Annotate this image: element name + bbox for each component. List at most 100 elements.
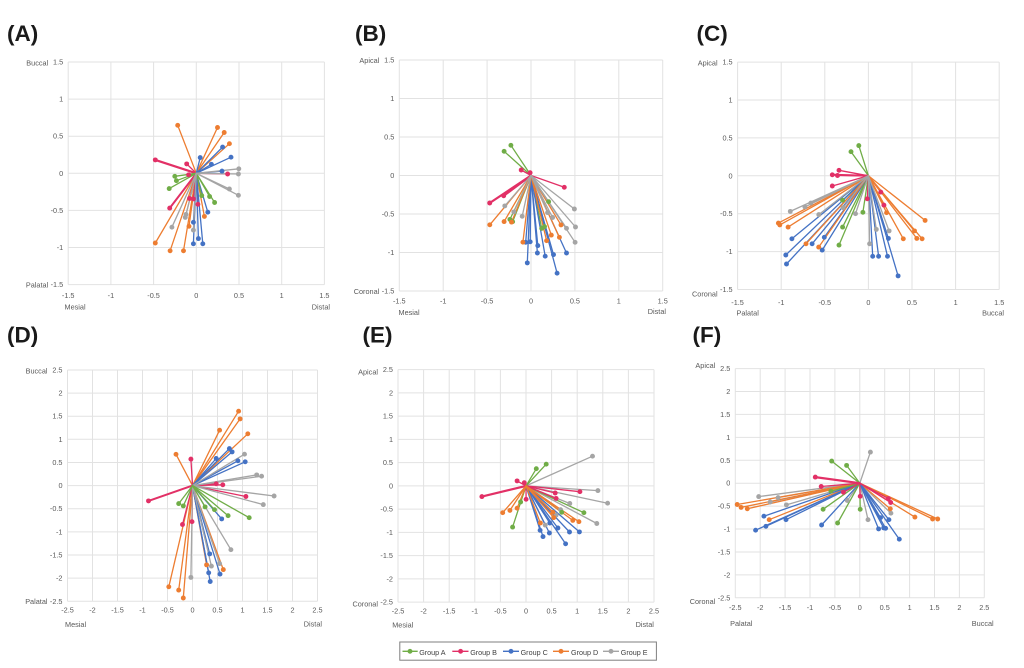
svg-text:Coronal: Coronal [692,290,718,299]
svg-text:0: 0 [58,481,62,490]
svg-text:Apical: Apical [358,368,378,377]
svg-text:0: 0 [390,171,394,180]
svg-text:-1: -1 [472,607,479,616]
svg-text:Mesial: Mesial [399,308,420,317]
svg-text:0.5: 0.5 [383,458,393,467]
svg-text:2: 2 [389,388,393,397]
svg-text:-0.5: -0.5 [819,298,832,307]
svg-text:-0.5: -0.5 [829,603,842,612]
svg-text:1.5: 1.5 [383,412,393,421]
svg-text:0.5: 0.5 [722,133,732,142]
svg-text:-1: -1 [108,291,115,300]
svg-text:-1.5: -1.5 [731,298,744,307]
svg-text:-0.5: -0.5 [147,291,160,300]
svg-text:1: 1 [240,606,244,615]
svg-text:-0.5: -0.5 [481,297,494,306]
svg-text:0.5: 0.5 [570,297,580,306]
svg-text:Buccal: Buccal [972,619,994,628]
svg-text:Buccal: Buccal [982,309,1004,318]
svg-text:Group A: Group A [419,648,446,657]
svg-text:1.5: 1.5 [994,298,1004,307]
svg-text:1: 1 [954,298,958,307]
svg-text:-0.5: -0.5 [382,210,395,219]
svg-text:2: 2 [626,607,630,616]
svg-text:0: 0 [59,169,63,178]
svg-text:-0.5: -0.5 [380,505,393,514]
svg-text:-1.5: -1.5 [50,551,63,560]
svg-text:Distal: Distal [648,307,667,316]
svg-text:2.5: 2.5 [312,606,322,615]
svg-text:-2.5: -2.5 [50,597,63,606]
svg-text:0.5: 0.5 [720,456,730,465]
svg-text:0: 0 [389,481,393,490]
svg-text:Coronal: Coronal [354,287,380,296]
svg-text:(B): (B) [355,21,386,46]
svg-text:1: 1 [280,291,284,300]
svg-text:-1: -1 [387,528,394,537]
svg-text:Coronal: Coronal [352,600,378,609]
svg-text:Palatal: Palatal [737,309,760,318]
svg-text:2: 2 [58,389,62,398]
svg-text:Distal: Distal [636,620,655,629]
svg-text:2.5: 2.5 [383,365,393,374]
svg-text:-1: -1 [778,298,785,307]
svg-text:0: 0 [190,606,194,615]
svg-text:-1: -1 [807,603,814,612]
svg-text:-1.5: -1.5 [720,285,733,294]
svg-text:-1.5: -1.5 [51,280,64,289]
svg-text:-2: -2 [420,607,427,616]
svg-text:Buccal: Buccal [26,59,48,68]
svg-text:Group D: Group D [571,648,598,657]
svg-text:0: 0 [524,607,528,616]
svg-text:-1.5: -1.5 [443,607,456,616]
svg-text:0: 0 [194,291,198,300]
svg-text:0.5: 0.5 [52,458,62,467]
svg-text:-1.5: -1.5 [111,606,124,615]
svg-text:-2: -2 [89,606,96,615]
svg-text:2.5: 2.5 [720,364,730,373]
svg-text:Buccal: Buccal [26,367,48,376]
svg-text:-2: -2 [724,570,731,579]
svg-text:Distal: Distal [304,620,323,629]
svg-text:1: 1 [617,297,621,306]
svg-text:Group C: Group C [521,648,548,657]
svg-text:0.5: 0.5 [880,603,890,612]
svg-text:1.5: 1.5 [722,58,732,67]
svg-text:-2.5: -2.5 [380,598,393,607]
svg-text:1.5: 1.5 [929,603,939,612]
svg-text:Distal: Distal [312,303,331,312]
svg-text:1: 1 [575,607,579,616]
svg-text:1.5: 1.5 [598,607,608,616]
svg-text:-1.5: -1.5 [393,297,406,306]
svg-text:0: 0 [529,297,533,306]
svg-text:(E): (E) [363,323,393,348]
svg-text:-0.5: -0.5 [718,502,731,511]
svg-text:-2.5: -2.5 [718,593,731,602]
svg-text:-0.5: -0.5 [494,607,507,616]
svg-text:0.5: 0.5 [53,132,63,141]
svg-text:2.5: 2.5 [979,603,989,612]
svg-text:Coronal: Coronal [690,597,716,606]
svg-text:1.5: 1.5 [658,297,668,306]
svg-text:1.5: 1.5 [53,58,63,67]
svg-text:1: 1 [729,96,733,105]
svg-text:2.5: 2.5 [649,607,659,616]
svg-text:Mesial: Mesial [65,620,86,629]
svg-text:-0.5: -0.5 [51,206,64,215]
svg-text:-1: -1 [57,243,64,252]
svg-text:Palatal: Palatal [25,597,48,606]
svg-text:-2: -2 [56,574,63,583]
svg-text:2.5: 2.5 [52,366,62,375]
svg-text:-1: -1 [726,247,733,256]
svg-text:-1: -1 [724,525,731,534]
svg-text:1.5: 1.5 [52,412,62,421]
svg-text:Mesial: Mesial [392,621,413,630]
svg-text:(C): (C) [697,21,728,46]
svg-text:(F): (F) [693,323,722,348]
svg-text:Palatal: Palatal [26,281,49,290]
svg-text:-1: -1 [139,606,146,615]
svg-text:(D): (D) [7,323,38,348]
svg-text:-1: -1 [440,297,447,306]
svg-text:Mesial: Mesial [65,303,86,312]
svg-text:1: 1 [390,94,394,103]
